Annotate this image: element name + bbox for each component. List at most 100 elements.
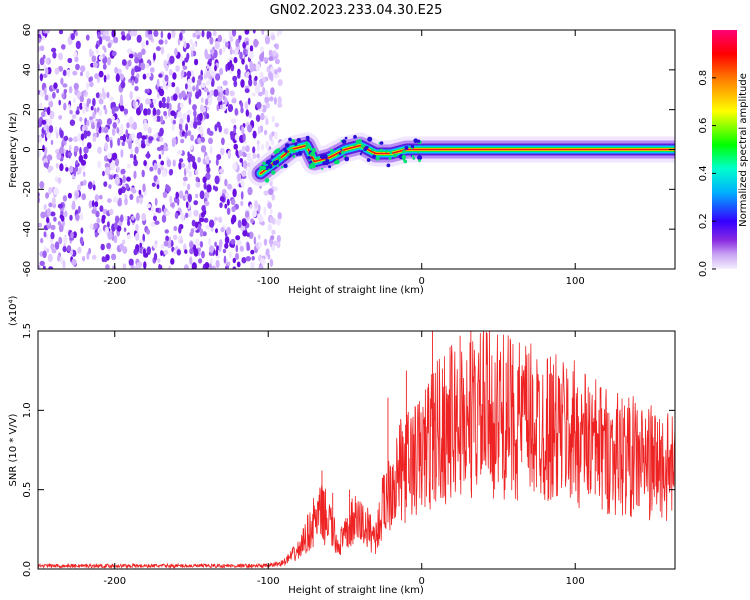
noise-speckle: [156, 78, 160, 88]
y-tick-label: 40: [22, 63, 33, 76]
signal-speckle: [410, 144, 415, 149]
signal-speckle: [297, 151, 303, 156]
noise-speckle: [169, 55, 175, 64]
noise-speckle: [68, 137, 73, 143]
signal-speckle: [341, 150, 345, 154]
noise-speckle: [82, 171, 86, 177]
noise-speckle: [131, 79, 135, 86]
signal-speckle: [341, 139, 347, 144]
noise-speckle: [195, 193, 199, 199]
noise-speckle: [243, 48, 247, 56]
noise-speckle: [161, 102, 167, 109]
noise-speckle: [106, 56, 111, 66]
noise-speckle: [117, 137, 121, 147]
noise-speckle: [187, 151, 190, 158]
noise-speckle: [72, 231, 77, 239]
noise-speckle: [136, 66, 142, 72]
noise-speckle: [142, 233, 145, 243]
signal-speckle: [292, 155, 296, 158]
signal-speckle: [291, 148, 294, 152]
noise-speckle: [219, 196, 225, 202]
noise-speckle: [244, 30, 250, 35]
noise-speckle: [139, 102, 143, 112]
noise-speckle: [133, 170, 137, 179]
noise-speckle: [195, 181, 201, 188]
noise-speckle: [216, 85, 222, 93]
noise-speckle: [105, 166, 111, 176]
noise-speckle: [109, 139, 113, 149]
noise-speckle: [41, 111, 46, 118]
noise-speckle: [180, 90, 186, 98]
y-tick-label: 60: [22, 24, 33, 37]
noise-speckle: [247, 97, 251, 106]
noise-speckle: [77, 205, 81, 214]
noise-speckle: [208, 97, 213, 104]
noise-speckle: [240, 107, 244, 114]
noise-speckle: [71, 114, 77, 119]
noise-speckle: [233, 143, 238, 150]
noise-speckle: [181, 163, 186, 168]
noise-speckle: [119, 105, 125, 112]
noise-speckle: [153, 30, 159, 37]
noise-speckle: [224, 203, 228, 209]
noise-speckle: [97, 146, 102, 154]
noise-speckle: [260, 259, 266, 266]
signal-speckle: [360, 150, 364, 153]
noise-speckle: [140, 142, 146, 149]
noise-speckle: [226, 207, 231, 215]
noise-speckle: [277, 79, 283, 87]
noise-speckle: [185, 212, 189, 218]
signal-speckle: [271, 170, 276, 175]
noise-speckle: [258, 264, 264, 269]
noise-speckle: [122, 239, 126, 245]
noise-speckle: [229, 59, 233, 68]
noise-speckle: [200, 145, 207, 153]
noise-speckle: [204, 191, 210, 200]
noise-speckle: [193, 209, 199, 217]
signal-speckle: [287, 152, 290, 156]
noise-speckle: [136, 262, 141, 269]
noise-speckle: [95, 92, 100, 99]
noise-speckle: [57, 254, 61, 262]
noise-speckle: [220, 90, 224, 97]
noise-speckle: [99, 36, 103, 45]
noise-speckle: [101, 35, 106, 40]
noise-speckle: [179, 117, 184, 125]
noise-speckle: [238, 150, 243, 157]
noise-speckle: [100, 30, 104, 35]
noise-speckle: [62, 246, 67, 253]
noise-speckle: [249, 204, 253, 210]
noise-speckle: [53, 216, 57, 222]
noise-speckle: [234, 108, 239, 116]
noise-speckle: [221, 137, 225, 146]
noise-speckle: [170, 258, 175, 265]
noise-speckle: [152, 107, 157, 116]
noise-speckle: [132, 30, 138, 37]
signal-speckle: [277, 156, 281, 160]
noise-speckle: [46, 217, 50, 224]
signal-speckle: [412, 157, 416, 160]
noise-speckle: [38, 62, 41, 72]
noise-speckle: [163, 249, 169, 255]
noise-speckle: [264, 96, 270, 104]
noise-speckle: [169, 168, 174, 176]
noise-speckle: [81, 102, 86, 109]
noise-speckle: [50, 211, 56, 217]
noise-speckle: [98, 70, 104, 78]
signal-speckle: [359, 152, 362, 155]
y-tick-label: 0.0: [22, 561, 33, 577]
noise-speckle: [42, 35, 46, 41]
noise-speckle: [180, 138, 185, 144]
noise-speckle: [92, 62, 98, 68]
noise-speckle: [269, 258, 274, 267]
noise-speckle: [121, 59, 127, 66]
noise-speckle: [140, 62, 146, 71]
noise-speckle: [237, 219, 242, 229]
noise-speckle: [190, 50, 194, 58]
noise-speckle: [213, 89, 219, 97]
noise-speckle: [75, 63, 80, 71]
noise-speckle: [38, 135, 42, 144]
noise-speckle: [245, 256, 251, 262]
noise-speckle: [146, 151, 150, 159]
noise-speckle: [200, 83, 206, 88]
